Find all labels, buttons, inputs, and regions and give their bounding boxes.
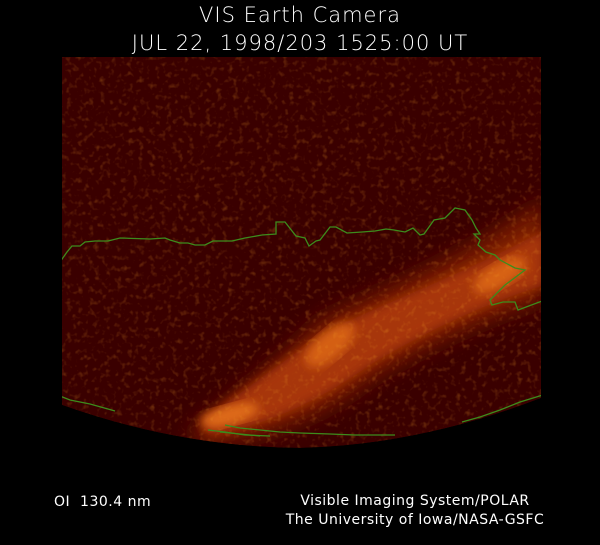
auroral-image-panel	[62, 57, 541, 448]
coastline-overlay	[62, 207, 541, 437]
observation-timestamp: JUL 22, 1998/203 1525:00 UT	[131, 31, 469, 55]
filter-wavelength-label: OI 130.4 nm	[54, 494, 152, 510]
instrument-credit: Visible Imaging System/POLAR The Univers…	[240, 492, 590, 530]
camera-title: VIS Earth Camera	[199, 3, 401, 27]
instrument-name: Visible Imaging System/POLAR	[300, 493, 530, 509]
institution-credit: The University of Iowa/NASA-GSFC	[285, 512, 545, 528]
aurora-band	[62, 57, 541, 448]
earth-limb-shadow	[62, 398, 541, 449]
